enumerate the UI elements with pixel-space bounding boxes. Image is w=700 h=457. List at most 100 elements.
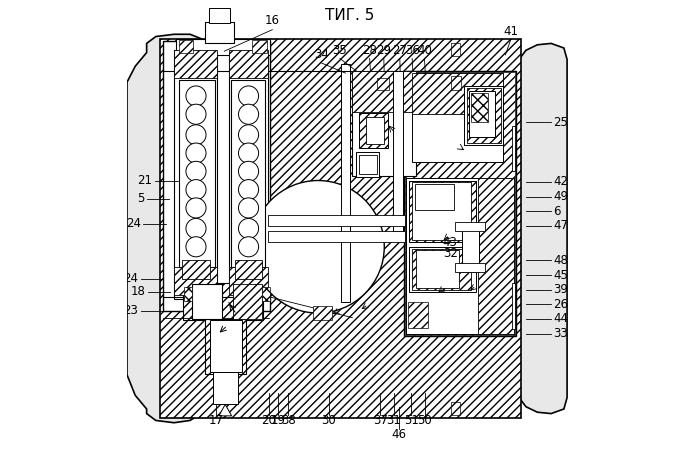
Text: 47: 47 <box>554 219 568 232</box>
Text: 26: 26 <box>554 298 568 311</box>
Bar <box>209 8 230 23</box>
Circle shape <box>239 125 258 145</box>
Bar <box>464 86 503 145</box>
Circle shape <box>186 218 206 239</box>
Text: 37: 37 <box>372 414 388 427</box>
Text: 29: 29 <box>377 44 391 57</box>
Text: 35: 35 <box>332 44 347 57</box>
Text: ΤИГ. 5: ΤИГ. 5 <box>326 8 374 22</box>
Circle shape <box>186 104 206 124</box>
Bar <box>512 283 514 329</box>
Text: 16: 16 <box>265 14 280 27</box>
Bar <box>512 126 514 171</box>
Bar <box>210 320 242 372</box>
Circle shape <box>252 181 384 313</box>
Text: 33: 33 <box>554 327 568 340</box>
Bar <box>416 250 459 288</box>
Bar <box>229 50 267 78</box>
Bar <box>461 224 479 272</box>
Text: 44: 44 <box>554 313 568 325</box>
Circle shape <box>186 180 206 200</box>
Bar <box>365 117 384 144</box>
Bar <box>229 50 267 299</box>
Text: 19: 19 <box>270 414 286 427</box>
Bar <box>412 73 503 162</box>
Bar <box>393 71 402 231</box>
Polygon shape <box>127 34 206 423</box>
Bar <box>178 80 215 267</box>
Bar <box>412 249 471 290</box>
Text: 27: 27 <box>392 44 407 57</box>
Bar <box>174 50 218 299</box>
Text: 32: 32 <box>443 247 458 260</box>
Bar <box>183 287 192 301</box>
Bar <box>406 178 514 334</box>
Bar <box>234 284 262 319</box>
Bar <box>252 40 267 53</box>
Bar <box>122 448 578 457</box>
Circle shape <box>239 143 258 163</box>
Circle shape <box>239 218 258 239</box>
Bar <box>204 22 234 43</box>
Bar <box>451 76 461 90</box>
Bar <box>162 41 270 311</box>
Text: 25: 25 <box>554 116 568 129</box>
Bar <box>122 0 127 457</box>
Text: 24: 24 <box>126 218 141 230</box>
Bar <box>469 91 496 137</box>
Text: 49: 49 <box>554 190 568 203</box>
Text: 42: 42 <box>554 175 568 188</box>
Bar <box>410 247 476 292</box>
Bar <box>405 72 515 335</box>
Bar <box>174 50 218 78</box>
Bar <box>412 182 471 240</box>
Bar <box>409 302 428 328</box>
Circle shape <box>239 86 258 106</box>
Bar <box>231 80 265 267</box>
Text: 38: 38 <box>281 414 295 427</box>
Bar <box>229 267 267 295</box>
Circle shape <box>186 161 206 181</box>
Circle shape <box>239 161 258 181</box>
Bar <box>356 152 379 177</box>
Text: 40: 40 <box>417 44 432 57</box>
Bar <box>415 184 454 210</box>
Text: 30: 30 <box>321 414 337 427</box>
Circle shape <box>239 104 258 124</box>
Bar <box>205 319 246 374</box>
Text: 18: 18 <box>130 285 146 298</box>
Bar <box>314 306 332 320</box>
Bar <box>358 113 389 148</box>
Bar <box>410 181 476 242</box>
Text: 45: 45 <box>554 269 568 282</box>
Text: 24: 24 <box>123 272 138 285</box>
Bar <box>466 88 500 143</box>
Circle shape <box>186 125 206 145</box>
Circle shape <box>186 143 206 163</box>
Circle shape <box>239 237 258 257</box>
Text: 23: 23 <box>123 304 138 317</box>
Text: 28: 28 <box>362 44 377 57</box>
Text: 6: 6 <box>554 205 561 218</box>
Bar <box>412 73 503 114</box>
Bar <box>352 71 416 176</box>
Text: 17: 17 <box>209 414 223 427</box>
Bar <box>478 178 514 334</box>
Text: 20: 20 <box>261 414 276 427</box>
Text: 31: 31 <box>386 414 401 427</box>
Text: 46: 46 <box>391 428 407 441</box>
Bar <box>452 43 460 56</box>
Bar <box>352 71 416 112</box>
Polygon shape <box>219 404 232 416</box>
Bar <box>267 215 405 226</box>
Bar <box>262 287 270 301</box>
Bar <box>470 93 488 122</box>
Bar <box>176 39 270 55</box>
Text: 50: 50 <box>418 414 433 427</box>
Bar <box>359 155 377 174</box>
Circle shape <box>239 198 258 218</box>
Bar <box>183 283 263 320</box>
Circle shape <box>186 86 206 106</box>
Text: 36: 36 <box>405 44 419 57</box>
Bar <box>234 260 262 279</box>
